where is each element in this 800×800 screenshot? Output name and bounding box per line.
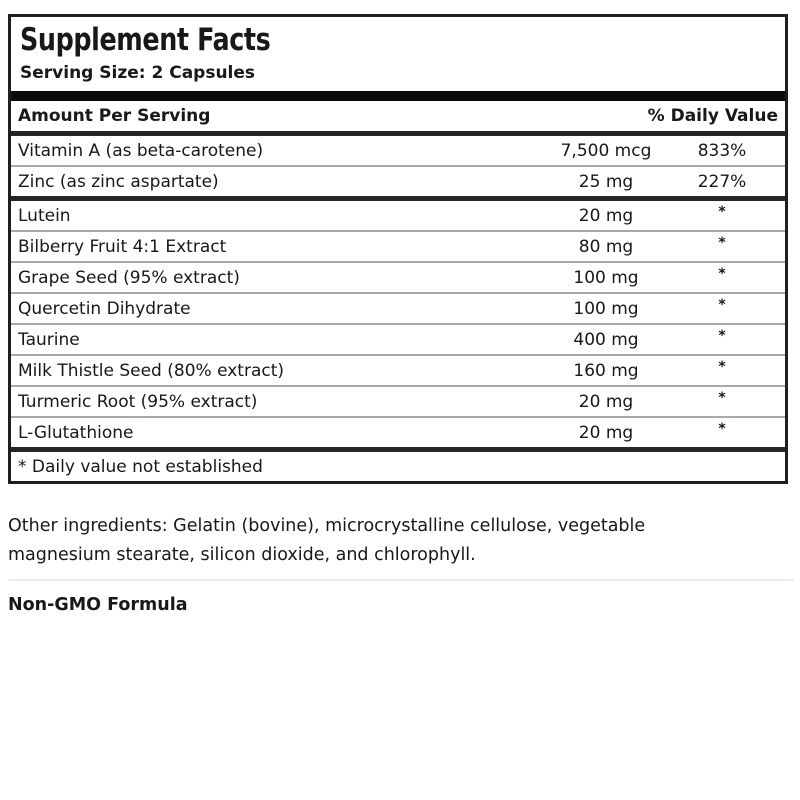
- nutrient-amount: 20 mg: [578, 391, 634, 412]
- nutrient-amount: 20 mg: [578, 422, 634, 443]
- group-separator: [11, 196, 785, 201]
- nutrient-name: Zinc (as zinc aspartate): [18, 171, 219, 192]
- table-row: Milk Thistle Seed (80% extract) 160 mg *: [11, 354, 785, 385]
- nutrient-daily-value: *: [718, 328, 726, 344]
- nutrient-amount: 20 mg: [578, 205, 634, 226]
- nutrient-amount: 160 mg: [573, 360, 639, 381]
- page-title: Supplement Facts: [20, 22, 271, 58]
- table-row: Quercetin Dihydrate 100 mg *: [11, 292, 785, 323]
- nutrient-name: Taurine: [18, 329, 80, 350]
- nutrient-name: L-Glutathione: [18, 422, 134, 443]
- table-row: L-Glutathione 20 mg *: [11, 416, 785, 447]
- nutrient-amount: 100 mg: [573, 267, 639, 288]
- group-separator: [11, 447, 785, 452]
- group-separator: [11, 131, 785, 136]
- nutrient-daily-value: 227%: [697, 171, 747, 192]
- table-row: Lutein 20 mg *: [11, 201, 785, 230]
- nutrient-amount: 100 mg: [573, 298, 639, 319]
- title-block: Supplement Facts Serving Size: 2 Capsule…: [11, 17, 785, 91]
- table-row: Zinc (as zinc aspartate) 25 mg 227%: [11, 165, 785, 196]
- nutrient-daily-value: *: [718, 390, 726, 406]
- nutrient-rows-group-1: Vitamin A (as beta-carotene) 7,500 mcg 833…: [11, 136, 785, 196]
- column-header-row: Amount Per Serving % Daily Value: [11, 101, 785, 131]
- other-ingredients-text: Other ingredients: Gelatin (bovine), mic…: [8, 516, 646, 565]
- below-panel-text: Other ingredients: Gelatin (bovine), mic…: [8, 512, 794, 615]
- nutrient-daily-value: *: [718, 204, 726, 220]
- nutrient-daily-value: *: [718, 359, 726, 375]
- light-divider: [8, 579, 794, 581]
- nutrient-name: Bilberry Fruit 4:1 Extract: [18, 236, 227, 257]
- non-gmo-text: Non-GMO Formula: [8, 595, 188, 615]
- supplement-facts-panel: Supplement Facts Serving Size: 2 Capsule…: [8, 14, 788, 484]
- nutrient-name: Milk Thistle Seed (80% extract): [18, 360, 285, 381]
- daily-value-header: % Daily Value: [647, 106, 778, 126]
- nutrient-daily-value: *: [718, 421, 726, 437]
- nutrient-daily-value: *: [718, 266, 726, 282]
- nutrient-amount: 80 mg: [578, 236, 634, 257]
- nutrient-daily-value: *: [718, 235, 726, 251]
- table-row: Taurine 400 mg *: [11, 323, 785, 354]
- footnote-row: * Daily value not established: [11, 452, 785, 481]
- nutrient-amount: 7,500 mcg: [560, 140, 652, 161]
- nutrient-amount: 25 mg: [578, 171, 634, 192]
- serving-size: Serving Size: 2 Capsules: [20, 63, 256, 83]
- thick-divider-bar: [11, 91, 785, 101]
- nutrient-daily-value: *: [718, 297, 726, 313]
- nutrient-name: Grape Seed (95% extract): [18, 267, 240, 288]
- nutrient-amount: 400 mg: [573, 329, 639, 350]
- nutrient-daily-value: 833%: [697, 140, 747, 161]
- table-row: Vitamin A (as beta-carotene) 7,500 mcg 833…: [11, 136, 785, 165]
- nutrient-name: Quercetin Dihydrate: [18, 298, 191, 319]
- table-row: Grape Seed (95% extract) 100 mg *: [11, 261, 785, 292]
- nutrient-name: Vitamin A (as beta-carotene): [18, 140, 264, 161]
- nutrient-name: Lutein: [18, 205, 71, 226]
- amount-per-serving-header: Amount Per Serving: [18, 106, 211, 126]
- footnote-text: * Daily value not established: [18, 456, 263, 477]
- table-row: Turmeric Root (95% extract) 20 mg *: [11, 385, 785, 416]
- nutrient-rows-group-2: Lutein 20 mg * Bilberry Fruit 4:1 Extract 80…: [11, 201, 785, 447]
- nutrient-name: Turmeric Root (95% extract): [18, 391, 258, 412]
- table-row: Bilberry Fruit 4:1 Extract 80 mg *: [11, 230, 785, 261]
